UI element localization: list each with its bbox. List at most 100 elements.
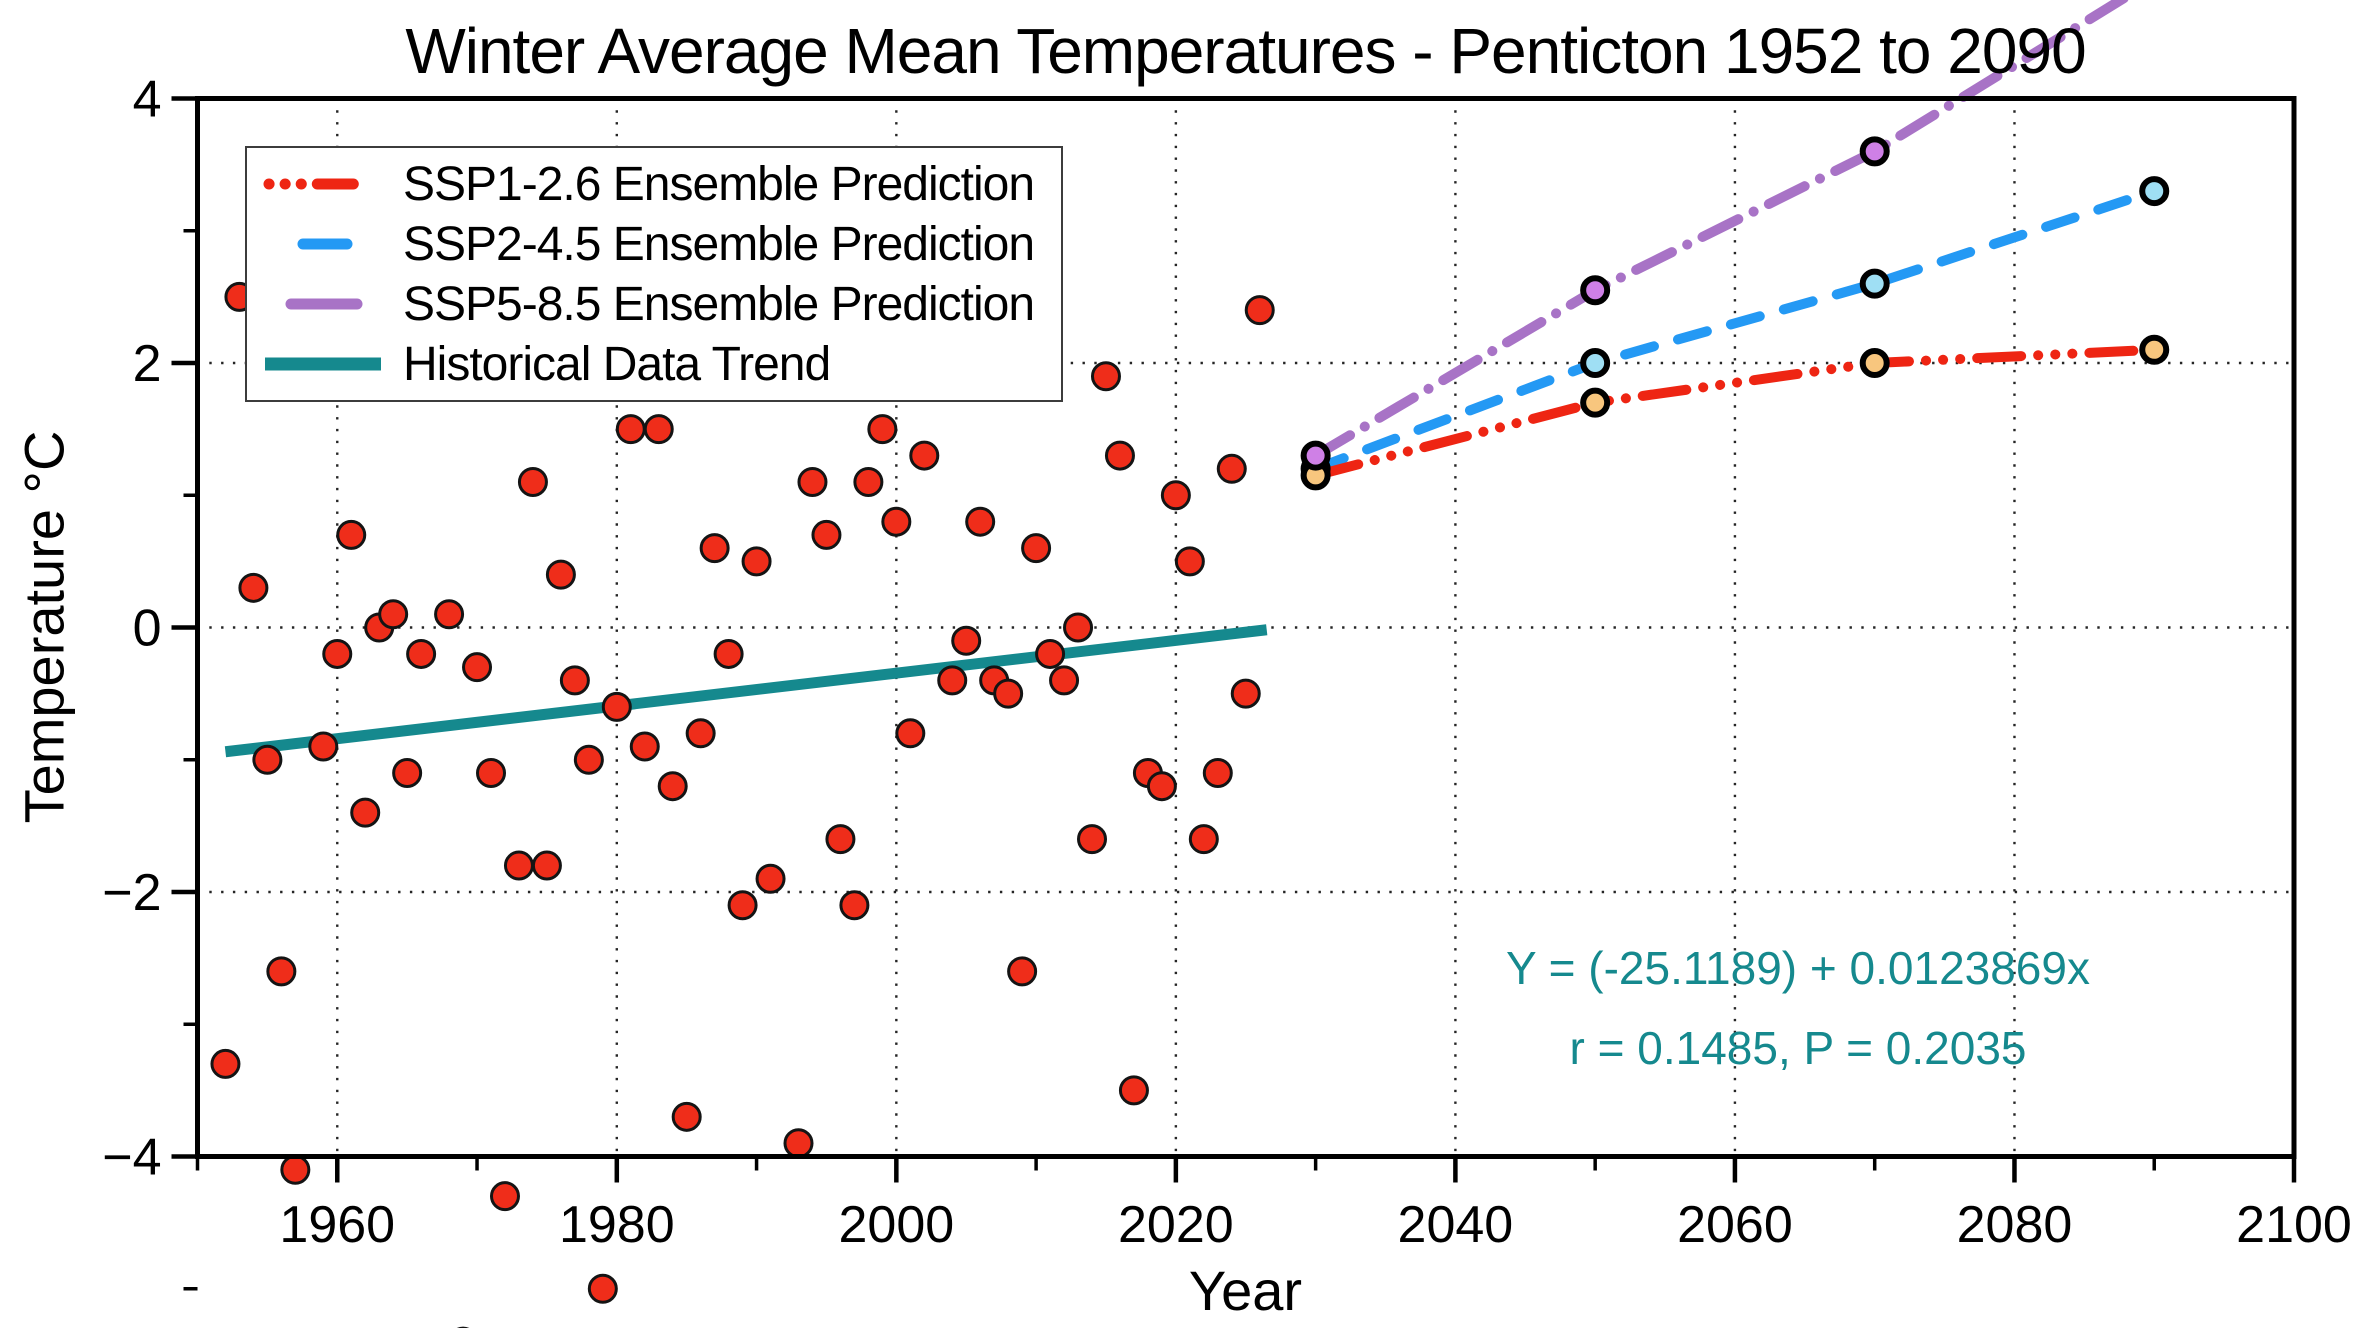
- legend-swatch-trend-line: [265, 357, 381, 371]
- prediction-line-ssp1-2.6: [1310, 344, 2160, 481]
- scatter-point-2019: [1146, 771, 1177, 802]
- scatter-point-1973: [503, 850, 534, 881]
- scatter-point-1954: [238, 572, 269, 603]
- scatter-point-1998: [853, 467, 884, 498]
- scatter-point-1971: [476, 757, 507, 788]
- legend-item-historical-trend: Historical Data Trend: [247, 334, 1061, 394]
- prediction-marker-ssp5-8.5-2050: [1580, 275, 1611, 306]
- scatter-point-1952: [210, 1048, 241, 1079]
- scatter-point-2014: [1077, 824, 1108, 855]
- regression-annotation: Y = (-25.1189) + 0.0123869x r = 0.1485, …: [1398, 928, 2198, 1088]
- scatter-point-2020: [1160, 480, 1191, 511]
- scatter-point-1985: [671, 1101, 702, 1132]
- scatter-point-1983: [643, 414, 674, 445]
- x-tick-label-1960: 1960: [279, 1196, 395, 1254]
- scatter-point-1986: [685, 718, 716, 749]
- prediction-marker-ssp2-4.5-2090: [2139, 176, 2170, 207]
- scatter-point-1972: [489, 1181, 520, 1212]
- x-tick-label-2040: 2040: [1398, 1196, 1514, 1254]
- x-axis-label: Year: [1188, 1259, 1303, 1322]
- historical-trend-line: [224, 624, 1268, 758]
- chart-title: Winter Average Mean Temperatures - Penti…: [405, 15, 2086, 87]
- prediction-line-ssp5-8.5: [1310, 0, 2131, 461]
- scatter-point-1989: [727, 890, 758, 921]
- scatter-point-2004: [937, 665, 968, 696]
- scatter-point-1977: [559, 665, 590, 696]
- scatter-point-2010: [1021, 533, 1052, 564]
- scatter-point-1956: [266, 956, 297, 987]
- y-tick-label-0: 0: [133, 600, 162, 658]
- x-tick-label-2060: 2060: [1677, 1196, 1793, 1254]
- scatter-point-1999: [867, 414, 898, 445]
- scatter-point-1961: [336, 519, 367, 550]
- prediction-marker-ssp5-8.5-2030: [1300, 440, 1331, 471]
- legend-item-ssp5: SSP5-8.5 Ensemble Prediction: [247, 274, 1061, 334]
- scatter-point-1970: [462, 652, 493, 683]
- scatter-point-1995: [811, 519, 842, 550]
- scatter-point-2006: [965, 506, 996, 537]
- legend-swatch-ssp1-line: [263, 178, 389, 190]
- prediction-marker-ssp2-4.5-2070: [1859, 268, 1890, 299]
- scatter-point-2021: [1174, 546, 1205, 577]
- x-tick-label-2080: 2080: [1957, 1196, 2073, 1254]
- scatter-point-1975: [531, 850, 562, 881]
- scatter-point-1974: [517, 467, 548, 498]
- scatter-point-1962: [350, 797, 381, 828]
- legend-swatch-ssp5-line: [285, 298, 363, 310]
- prediction-marker-ssp1-2.6-2070: [1859, 348, 1890, 378]
- scatter-point-1960: [322, 638, 353, 669]
- prediction-marker-ssp1-2.6-2050: [1580, 387, 1611, 418]
- scatter-point-1991: [755, 863, 786, 894]
- scatter-point-1965: [392, 757, 423, 788]
- legend-item-ssp2: SSP2-4.5 Ensemble Prediction: [247, 214, 1061, 274]
- prediction-line-ssp2-4.5: [1310, 186, 2160, 474]
- scatter-point-2017: [1118, 1075, 1149, 1106]
- scatter-point-2026: [1244, 295, 1275, 326]
- scatter-point-2024: [1216, 453, 1247, 484]
- scatter-point-1990: [741, 546, 772, 577]
- x-tick-label-2020: 2020: [1118, 1196, 1234, 1254]
- legend-label: SSP5-8.5 Ensemble Prediction: [403, 277, 1035, 331]
- prediction-marker-ssp1-2.6-2090: [2139, 334, 2170, 365]
- scatter-point-2015: [1090, 361, 1121, 392]
- scatter-point-1959: [308, 731, 339, 762]
- prediction-marker-ssp2-4.5-2050: [1580, 348, 1611, 378]
- x-tick-label-2100: 2100: [2236, 1196, 2352, 1254]
- scatter-point-2002: [909, 440, 940, 471]
- scatter-point-1987: [699, 533, 730, 564]
- legend-label: Historical Data Trend: [403, 337, 831, 391]
- scatter-point-2013: [1063, 612, 1094, 643]
- regression-equation: Y = (-25.1189) + 0.0123869x: [1506, 942, 2090, 994]
- x-tick-label-2000: 2000: [838, 1196, 954, 1254]
- scatter-point-1968: [434, 599, 465, 630]
- scatter-point-1966: [406, 638, 437, 669]
- scatter-point-1964: [378, 599, 409, 630]
- scatter-point-1979: [587, 1273, 618, 1304]
- scatter-point-1997: [839, 890, 870, 921]
- scatter-point-2016: [1104, 440, 1135, 471]
- y-tick-label-2: 2: [133, 335, 162, 393]
- scatter-point-1994: [797, 467, 828, 498]
- scatter-point-2008: [993, 678, 1024, 709]
- scatter-point-1988: [713, 638, 744, 669]
- y-axis-label: Temperature °C: [12, 430, 76, 824]
- scatter-point-1978: [573, 744, 604, 775]
- y-tick-label-4: 4: [133, 71, 162, 129]
- legend-item-ssp1: SSP1-2.6 Ensemble Prediction: [247, 154, 1061, 214]
- scatter-point-2025: [1230, 678, 1261, 709]
- scatter-point-2000: [881, 506, 912, 537]
- scatter-point-2012: [1049, 665, 1080, 696]
- scatter-point-1982: [629, 731, 660, 762]
- scatter-point-2022: [1188, 824, 1219, 855]
- regression-stats: r = 0.1485, P = 0.2035: [1569, 1022, 2027, 1074]
- scatter-point-1984: [657, 771, 688, 802]
- prediction-marker-ssp5-8.5-2070: [1859, 136, 1890, 167]
- scatter-point-2009: [1007, 956, 1038, 987]
- scatter-point-2005: [951, 625, 982, 656]
- scatter-point-1993: [783, 1128, 814, 1159]
- scatter-point-1955: [252, 744, 283, 775]
- scatter-point-1980: [601, 691, 632, 722]
- scatter-point-1996: [825, 824, 856, 855]
